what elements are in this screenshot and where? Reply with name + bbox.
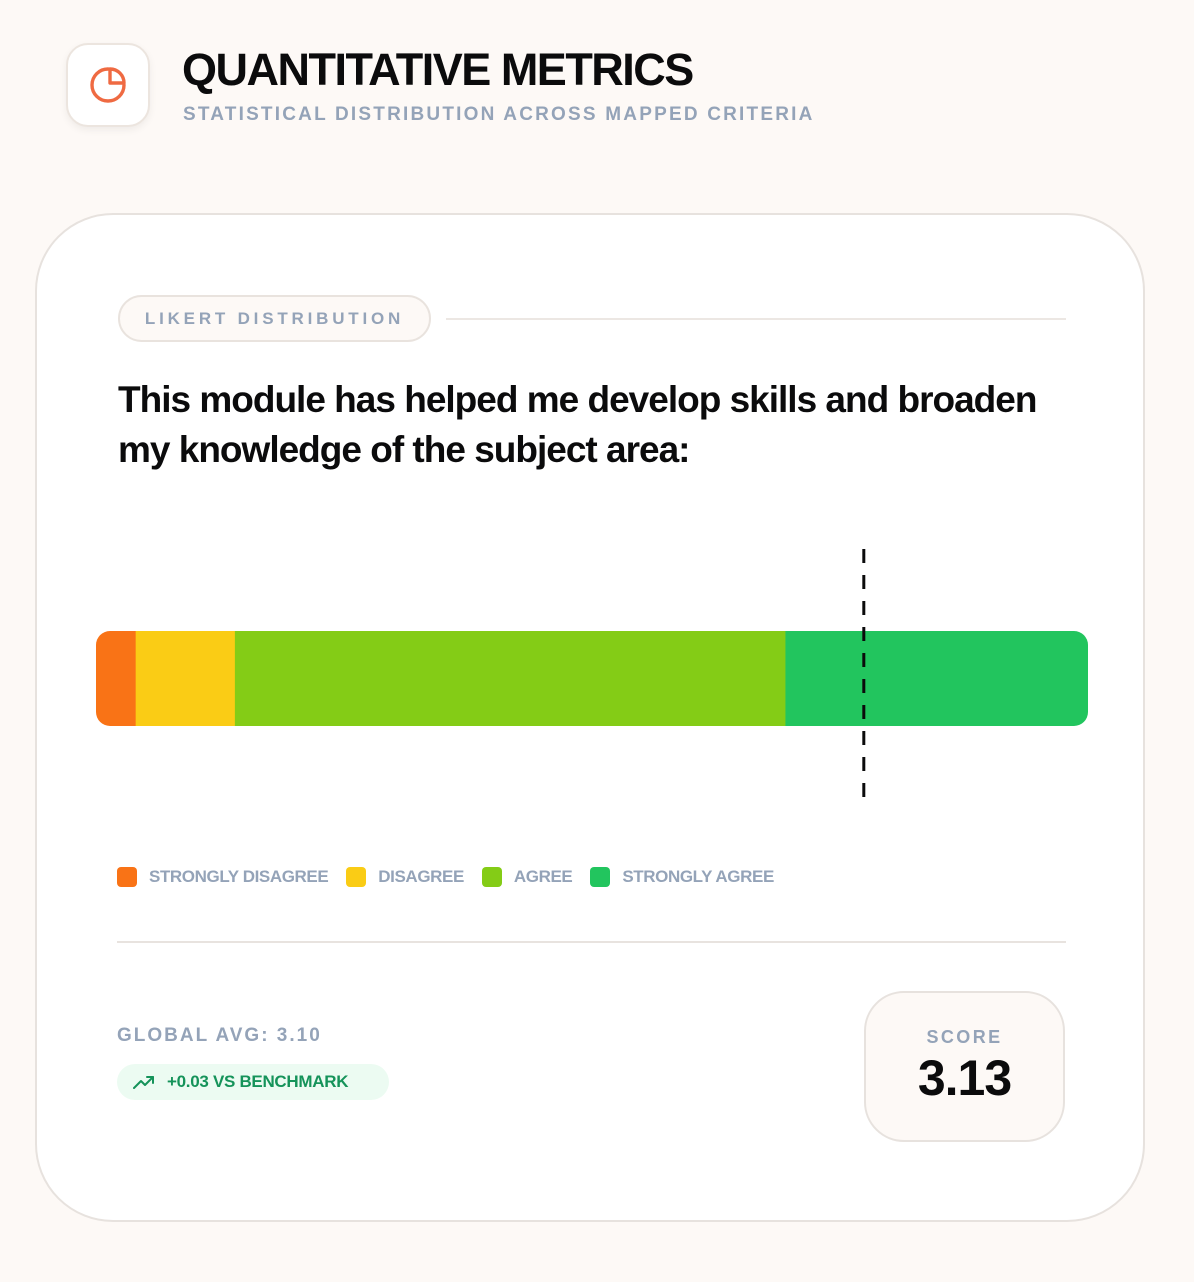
legend-item: AGREE [481, 867, 573, 887]
legend-item: DISAGREE [346, 867, 464, 887]
score-box: SCORE 3.13 [864, 991, 1065, 1142]
legend-item: STRONGLY DISAGREE [117, 867, 329, 887]
legend-label: DISAGREE [378, 867, 464, 886]
legend-swatch-agree [481, 867, 502, 887]
section-rule [446, 318, 1066, 320]
section-label: LIKERT DISTRIBUTION [118, 295, 431, 342]
bar-segment-agree [234, 631, 786, 726]
metrics-card: LIKERT DISTRIBUTION This module has help… [35, 213, 1145, 1222]
pie-chart-icon [90, 67, 126, 103]
legend-swatch-strongly-disagree [117, 867, 137, 887]
legend-item: STRONGLY AGREE [590, 867, 774, 887]
stacked-bar [96, 631, 1088, 726]
legend-label: STRONGLY AGREE [622, 867, 774, 886]
score-label: SCORE [926, 1027, 1003, 1047]
pie-chart-icon-tile [66, 43, 150, 127]
benchmark-text: +0.03 VS BENCHMARK [167, 1072, 349, 1091]
question-text: This module has helped me develop skills… [118, 379, 1037, 470]
page-subtitle: STATISTICAL DISTRIBUTION ACROSS MAPPED C… [183, 104, 815, 125]
trending-up-icon [133, 1076, 154, 1089]
bar-segment-disagree [135, 631, 236, 726]
divider [117, 941, 1066, 943]
score-value: 3.13 [917, 1050, 1012, 1106]
benchmark-badge: +0.03 VS BENCHMARK [117, 1064, 389, 1100]
legend-label: STRONGLY DISAGREE [149, 867, 329, 886]
likert-chart [96, 549, 1088, 809]
legend-swatch-disagree [346, 867, 367, 887]
global-average: GLOBAL AVG: 3.10 [117, 1025, 322, 1046]
chart-legend: STRONGLY DISAGREE DISAGREE AGREE STRONGL… [117, 867, 792, 887]
bar-segment-strongly-agree [785, 631, 1088, 726]
legend-swatch-strongly-agree [590, 867, 611, 887]
bar-segment-strongly-disagree [96, 631, 137, 726]
page-title: QUANTITATIVE METRICS [182, 44, 694, 95]
legend-label: AGREE [513, 867, 573, 886]
